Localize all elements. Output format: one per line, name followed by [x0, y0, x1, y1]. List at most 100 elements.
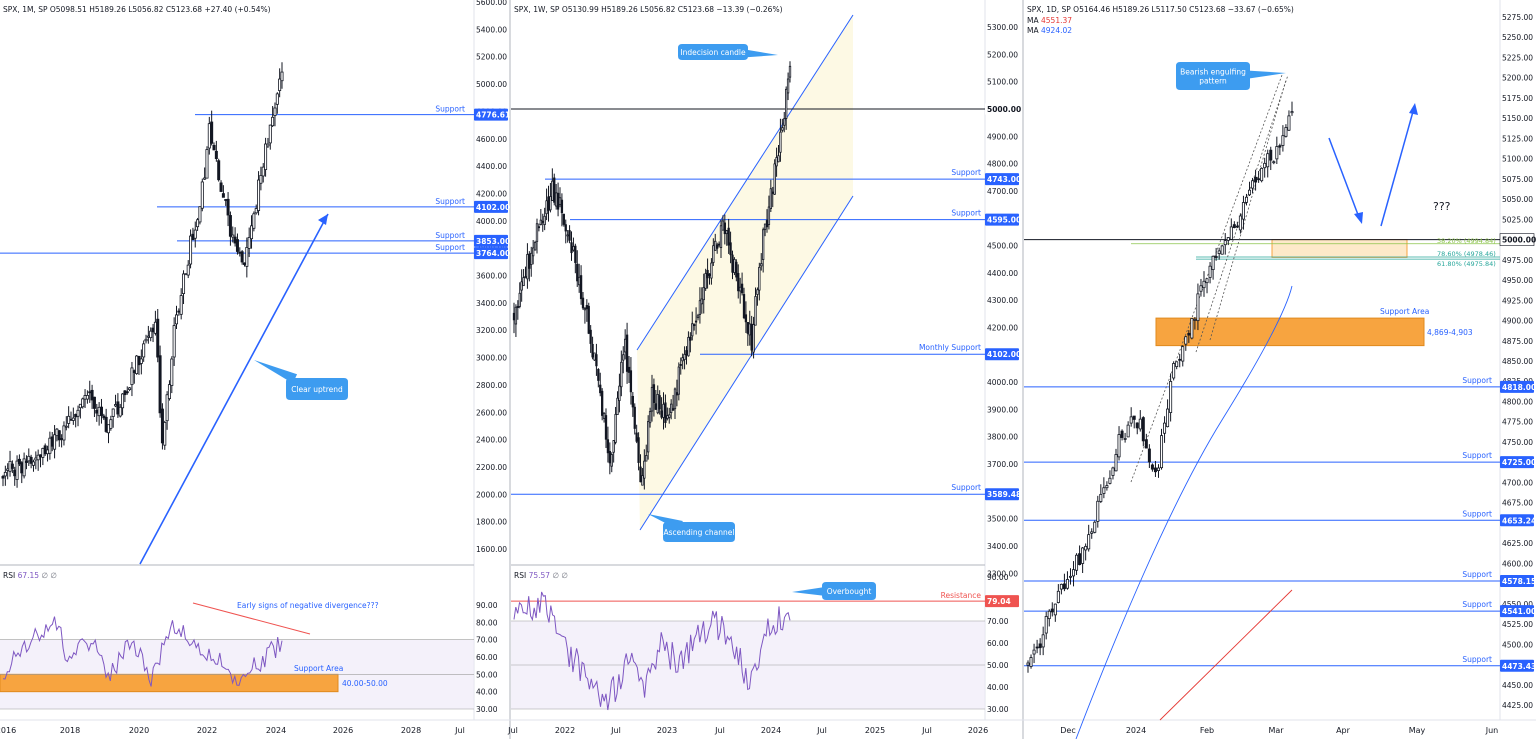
daily-candle [1150, 464, 1154, 470]
weekly-candle [566, 234, 569, 237]
daily-candle [1041, 634, 1045, 648]
weekly-candle [610, 454, 613, 467]
daily-candle [1260, 167, 1264, 182]
monthly-candle [278, 78, 282, 92]
weekly-candle [595, 354, 598, 367]
monthly-candle [8, 460, 12, 472]
channel-lower-line [639, 195, 854, 531]
monthly-candle [146, 335, 150, 338]
daily-candle [1269, 149, 1273, 161]
ohlc-legend: SPX, 1M, SP O5098.51 H5189.26 L5056.82 C… [3, 5, 271, 14]
monthly-candle [139, 358, 143, 364]
time-tick-label: Jul [507, 726, 518, 735]
daily-candle [1056, 590, 1060, 603]
support-price-badge [985, 348, 1019, 361]
monthly-candle [158, 355, 162, 414]
rsi-tick-label: 40.00 [987, 683, 1009, 692]
daily-candle [1090, 531, 1094, 534]
daily-candle [1068, 575, 1072, 578]
support-price-badge-text: 4818.00 [1502, 383, 1536, 392]
monthly-candle [245, 247, 249, 267]
daily-candle [1187, 332, 1191, 336]
weekly-candle [746, 322, 749, 334]
weekly-candle [775, 157, 778, 167]
weekly-candle [781, 127, 784, 131]
price-tick-label: 4625.00 [1502, 539, 1533, 548]
weekly-candle [608, 450, 611, 464]
monthly-candle [156, 318, 160, 358]
monthly-candle [205, 149, 209, 179]
price-tick-label: 3700.00 [987, 460, 1018, 469]
monthly-candle [43, 445, 47, 455]
price-tick-label: 4500.00 [1502, 640, 1533, 649]
price-tick-label: 1600.00 [476, 545, 507, 554]
price-tick-label: 4000.00 [476, 217, 507, 226]
divergence-label: Early signs of negative divergence??? [237, 601, 379, 610]
weekly-candle [629, 370, 633, 393]
daily-candle [1059, 583, 1063, 590]
support-price-badge [1500, 514, 1534, 527]
daily-candle [1144, 439, 1148, 449]
support-label: Support [951, 483, 981, 492]
price-tick-label: 3300.00 [987, 569, 1018, 578]
monthly-candle [62, 425, 66, 441]
weekly-candle [587, 305, 590, 334]
weekly-candle [723, 222, 726, 235]
price-tick-label: 4800.00 [1502, 397, 1533, 406]
monthly-candle [212, 145, 216, 151]
down-scenario-arrowhead [1354, 212, 1363, 224]
daily-candle [1135, 422, 1139, 429]
daily-candle [1117, 434, 1121, 458]
weekly-candle [532, 247, 535, 257]
daily-candle [1065, 579, 1069, 589]
daily-candle [1193, 318, 1197, 321]
daily-candle [1254, 176, 1258, 183]
indecision-callout-pointer [735, 48, 778, 59]
support-label: Support [1462, 570, 1492, 579]
weekly-candle [696, 315, 700, 319]
weekly-candle [733, 258, 736, 273]
support-price-badge-text: 4541.00 [1502, 607, 1536, 616]
monthly-candle [60, 438, 64, 440]
weekly-candle [547, 196, 550, 211]
monthly-candle [179, 295, 183, 315]
rsi-area-title: Support Area [294, 664, 343, 673]
price-tick-label: 4750.00 [1502, 438, 1533, 447]
daily-candle [1263, 162, 1267, 169]
uptrend-arrow-line [139, 213, 329, 565]
monthly-candle [90, 389, 94, 401]
weekly-candle [641, 475, 644, 486]
weekly-candle [685, 350, 688, 356]
price-tick-label: 4800.00 [987, 160, 1018, 169]
monthly-candle [196, 219, 200, 228]
price-tick-label: 4900.00 [987, 132, 1018, 141]
monthly-candle [261, 166, 265, 177]
monthly-candle [207, 123, 211, 149]
weekly-candle [545, 200, 548, 215]
monthly-candle [170, 358, 174, 386]
time-tick-label: 2018 [60, 726, 80, 735]
price-tick-label: 4950.00 [1502, 276, 1533, 285]
weekly-candle [560, 199, 564, 214]
price-tick-label: 5200.00 [1502, 74, 1533, 83]
weekly-candle [585, 305, 588, 310]
price-tick-label: 5175.00 [1502, 94, 1533, 103]
price-tick-label: 5000.00 [476, 80, 507, 89]
weekly-candle [583, 307, 587, 311]
support-price-badge-text: 4776.61 [476, 111, 510, 120]
daily-candle [1044, 616, 1048, 634]
weekly-candle [578, 276, 581, 286]
support-label: Support [435, 243, 465, 252]
fib-label: 78.60% (4978.46) [1437, 250, 1496, 258]
monthly-candle [92, 396, 96, 409]
weekly-candle [763, 223, 767, 230]
monthly-candle [88, 391, 92, 394]
support-area-title: Support Area [1380, 307, 1429, 316]
support-price-badge-text: 3764.00 [476, 249, 510, 258]
daily-candle [1290, 111, 1294, 114]
weekly-candle [570, 242, 573, 254]
daily-candle [1138, 418, 1142, 430]
support-price-badge [985, 173, 1019, 186]
daily-candle [1123, 438, 1127, 440]
rsi-resistance-badge [985, 595, 1019, 608]
